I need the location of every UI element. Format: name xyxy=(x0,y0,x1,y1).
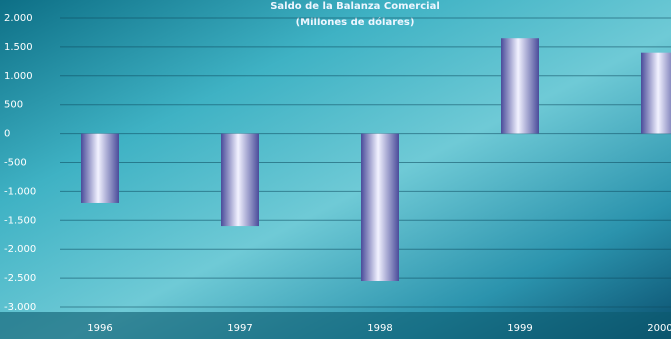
chart-subtitle: (Millones de dólares) xyxy=(296,16,415,28)
bar xyxy=(221,133,259,227)
x-tick-label: 2000 xyxy=(647,323,671,334)
y-tick-label: -500 xyxy=(4,158,27,169)
y-tick-label: 1.500 xyxy=(4,42,33,53)
y-tick-label: -2.000 xyxy=(4,244,36,255)
y-tick-label: -3.000 xyxy=(4,302,36,313)
bar xyxy=(81,133,119,203)
y-tick-label: -2.500 xyxy=(4,273,36,284)
y-tick-label: -1.500 xyxy=(4,215,36,226)
x-tick-label: 1998 xyxy=(367,323,392,334)
bar xyxy=(641,52,671,134)
y-tick-label: 1.000 xyxy=(4,71,33,82)
x-tick-label: 1997 xyxy=(227,323,252,334)
y-tick-label: -1.000 xyxy=(4,186,36,197)
y-tick-label: 2.000 xyxy=(4,13,33,24)
x-tick-label: 1996 xyxy=(87,323,112,334)
bar xyxy=(501,38,539,134)
x-tick-label: 1999 xyxy=(507,323,532,334)
y-tick-label: 0 xyxy=(4,129,10,140)
y-tick-label: 500 xyxy=(4,100,23,111)
chart-title: Saldo de la Balanza Comercial xyxy=(270,1,440,12)
bar xyxy=(361,133,399,281)
footer-band xyxy=(0,312,671,339)
